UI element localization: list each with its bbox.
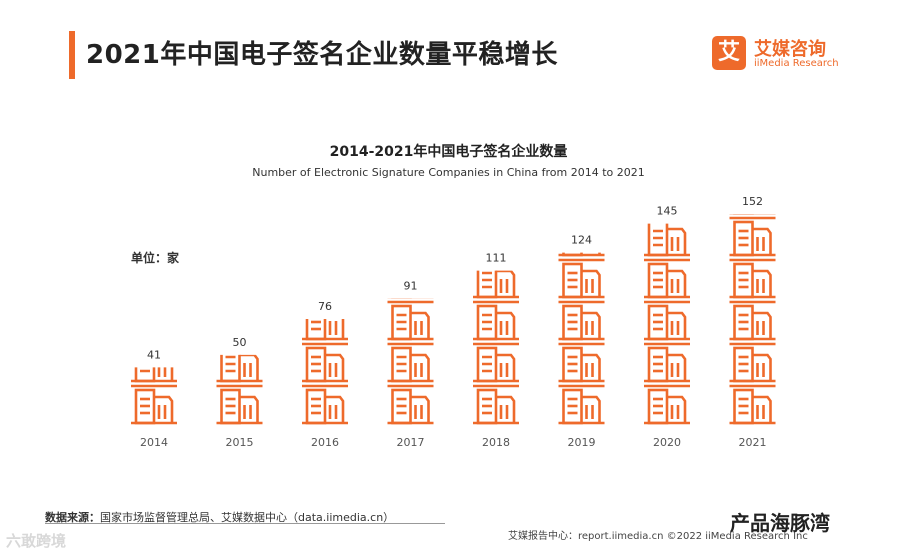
value-label-2016: 76 bbox=[318, 300, 332, 313]
tick-label-2014: 2014 bbox=[140, 436, 168, 449]
tick-label-2017: 2017 bbox=[397, 436, 425, 449]
bar-2019 bbox=[558, 252, 605, 425]
watermark-left: 六敢跨境 bbox=[6, 532, 67, 550]
watermark-right: 产品海豚湾 bbox=[730, 511, 830, 535]
page-title: 2021年中国电子签名企业数量平稳增长 bbox=[86, 40, 558, 70]
tick-label-2021: 2021 bbox=[739, 436, 767, 449]
chart-title: 2014-2021年中国电子签名企业数量 bbox=[329, 144, 568, 160]
data-source: 数据来源：国家市场监督管理总局、艾媒数据中心（data.iimedia.cn） bbox=[45, 509, 394, 525]
bar-2017 bbox=[387, 298, 434, 425]
bar-2020 bbox=[644, 223, 690, 425]
title-accent-bar bbox=[69, 31, 75, 79]
unit-label: 单位：家 bbox=[131, 251, 180, 265]
source-label: 数据来源： bbox=[45, 511, 100, 524]
value-label-2018: 111 bbox=[486, 252, 507, 265]
value-label-2017: 91 bbox=[404, 279, 418, 292]
bar-2018 bbox=[473, 270, 519, 425]
logo-mark: 艾 bbox=[712, 36, 746, 70]
bar-2014 bbox=[131, 367, 177, 425]
bar-2021 bbox=[729, 214, 776, 425]
value-label-2014: 41 bbox=[147, 348, 161, 361]
logo-text-cn: 艾媒咨询 bbox=[754, 39, 826, 60]
tick-label-2018: 2018 bbox=[482, 436, 510, 449]
tick-label-2016: 2016 bbox=[311, 436, 339, 449]
report-center-text: 艾媒报告中心：report.iimedia.cn ©2022 iiMedia R… bbox=[508, 531, 808, 542]
bar-2016 bbox=[302, 319, 348, 425]
footer-divider bbox=[45, 523, 445, 524]
value-label-2020: 145 bbox=[657, 205, 678, 218]
tick-label-2020: 2020 bbox=[653, 436, 681, 449]
chart-subtitle: Number of Electronic Signature Companies… bbox=[252, 166, 645, 179]
source-text: 国家市场监督管理总局、艾媒数据中心（data.iimedia.cn） bbox=[100, 511, 395, 524]
value-label-2021: 152 bbox=[742, 195, 763, 208]
tick-label-2019: 2019 bbox=[568, 436, 596, 449]
value-label-2019: 124 bbox=[571, 234, 592, 247]
logo-text-en: iiMedia Research bbox=[754, 58, 839, 69]
tick-label-2015: 2015 bbox=[226, 436, 254, 449]
value-label-2015: 50 bbox=[233, 336, 247, 349]
bar-2015 bbox=[216, 354, 263, 425]
iimedia-logo: 艾 艾媒咨询 iiMedia Research bbox=[712, 35, 852, 75]
